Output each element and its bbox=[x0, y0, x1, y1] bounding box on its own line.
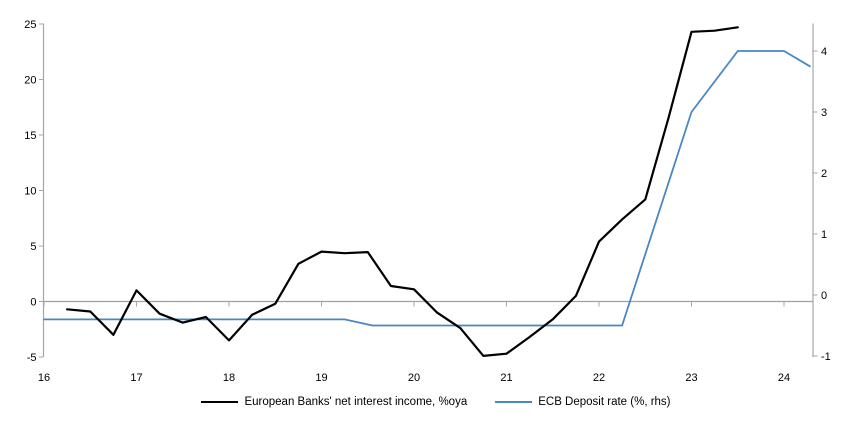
y-axis-right-tick-label: 3 bbox=[821, 107, 827, 119]
x-axis-tick-label: 21 bbox=[500, 372, 512, 384]
x-axis-tick-label: 17 bbox=[130, 372, 142, 384]
x-axis-tick-label: 22 bbox=[593, 372, 605, 384]
net-interest-income-line-swatch bbox=[201, 401, 239, 403]
y-axis-right-tick-label: 0 bbox=[821, 290, 827, 302]
series-lines bbox=[43, 26, 811, 357]
x-axis-tick-label: 19 bbox=[315, 372, 327, 384]
y-axis-left-tick-label: 10 bbox=[24, 186, 36, 198]
y-axis-right-tick-label: 1 bbox=[821, 229, 827, 241]
y-axis-left-tick-label: -5 bbox=[27, 352, 37, 364]
x-axis-tick-label: 20 bbox=[408, 372, 420, 384]
ecb-deposit-rate-line bbox=[43, 50, 811, 327]
net-interest-income-line bbox=[65, 26, 739, 357]
legend-item-net-interest-income: European Banks' net interest income, %oy… bbox=[201, 396, 467, 408]
y-axis-right: -1 0 1 2 3 4 bbox=[812, 23, 831, 363]
y-axis-left-tick-label: 15 bbox=[24, 130, 36, 142]
ecb-deposit-rate-line-swatch bbox=[495, 401, 533, 403]
legend-label-net-interest-income: European Banks' net interest income, %oy… bbox=[244, 396, 468, 408]
x-axis-tick-label: 23 bbox=[685, 372, 697, 384]
y-axis-left: -5 0 5 10 15 20 25 bbox=[24, 19, 45, 364]
x-axis: 16 17 18 19 20 21 22 23 24 bbox=[38, 301, 790, 384]
y-axis-right-tick-label: 4 bbox=[821, 46, 827, 58]
y-axis-left-tick-label: 20 bbox=[24, 75, 36, 87]
legend-item-ecb-deposit-rate: ECB Deposit rate (%, rhs) bbox=[495, 396, 671, 408]
x-axis-tick-label: 24 bbox=[778, 372, 790, 384]
x-axis-tick-label: 18 bbox=[223, 372, 235, 384]
y-axis-right-tick-label: 2 bbox=[821, 168, 827, 180]
legend: European Banks' net interest income, %oy… bbox=[10, 396, 852, 408]
y-axis-left-tick-label: 0 bbox=[30, 297, 36, 309]
y-axis-right-tick-label: -1 bbox=[821, 351, 831, 363]
y-axis-left-tick-label: 5 bbox=[30, 241, 36, 253]
y-axis-left-tick-label: 25 bbox=[24, 19, 36, 31]
x-axis-tick-label: 16 bbox=[38, 372, 50, 384]
legend-label-ecb-deposit-rate: ECB Deposit rate (%, rhs) bbox=[538, 396, 671, 408]
